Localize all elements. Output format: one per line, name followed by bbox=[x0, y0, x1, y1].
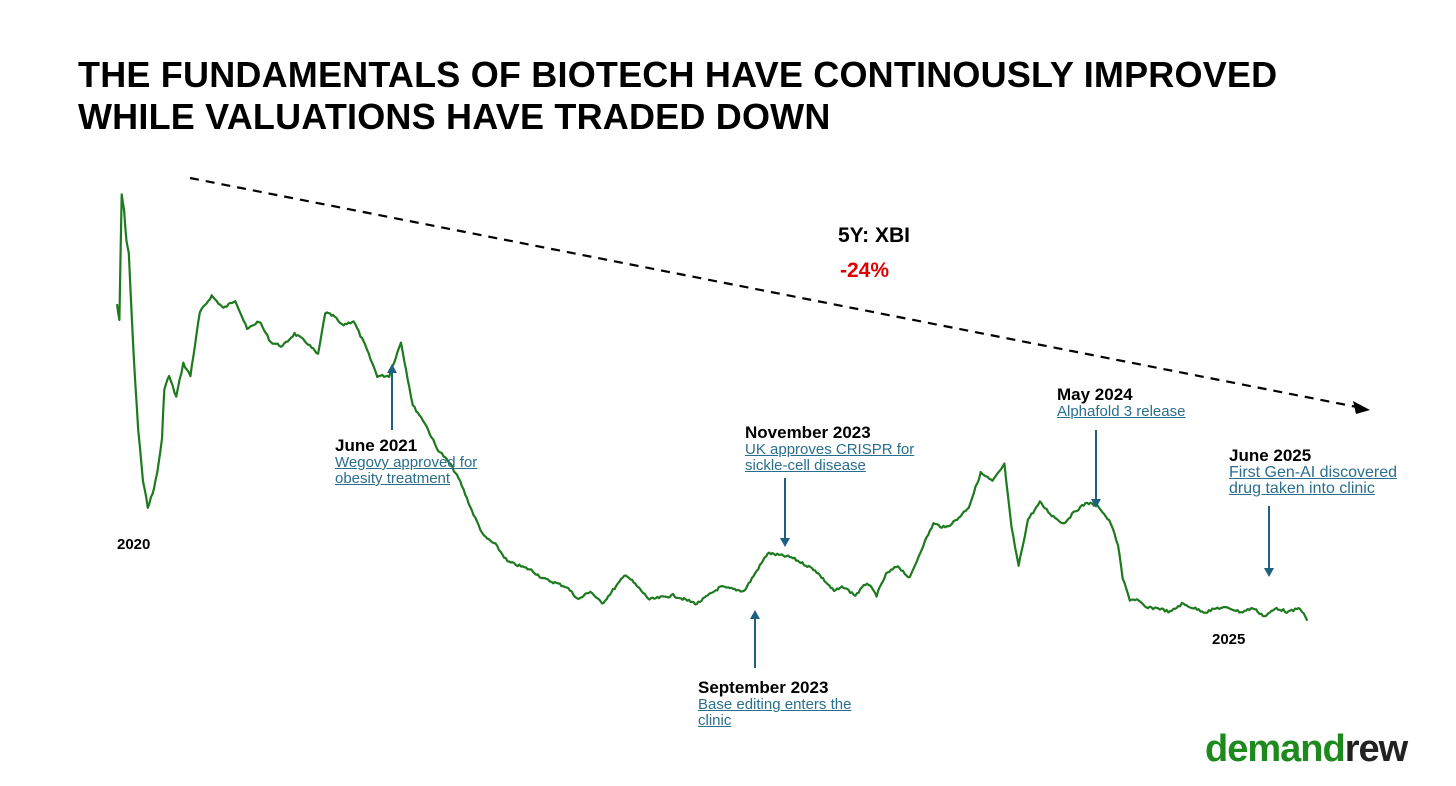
annotation-link[interactable]: Wegovy approved for bbox=[335, 454, 478, 471]
annotation-may-2024: May 2024 Alphafold 3 release bbox=[1057, 385, 1185, 420]
performance-value: -24% bbox=[840, 259, 890, 282]
xbi-series-line bbox=[115, 193, 1309, 622]
annotation-link[interactable]: UK approves CRISPR for bbox=[745, 441, 915, 458]
annotation-date: September 2023 bbox=[698, 678, 829, 697]
annotation-link[interactable]: sickle-cell disease bbox=[745, 457, 866, 474]
trend-arrowhead bbox=[1353, 401, 1370, 414]
arrow-june-2025-head bbox=[1264, 568, 1274, 577]
year-label-end: 2025 bbox=[1212, 631, 1246, 648]
annotation-link[interactable]: Alphafold 3 release bbox=[1057, 403, 1186, 420]
annotation-november-2023: November 2023 UK approves CRISPR for sic… bbox=[745, 423, 914, 474]
annotation-date: November 2023 bbox=[745, 423, 871, 442]
annotation-date: June 2021 bbox=[335, 436, 418, 455]
year-label-start: 2020 bbox=[117, 536, 151, 553]
annotation-september-2023: September 2023 Base editing enters the c… bbox=[698, 678, 851, 729]
annotation-date: June 2025 bbox=[1229, 446, 1312, 465]
logo-part-rew: rew bbox=[1344, 728, 1408, 770]
annotation-date: May 2024 bbox=[1057, 385, 1133, 404]
arrow-may-2024-head bbox=[1091, 499, 1101, 508]
annotation-june-2025: June 2025 First Gen-AI discovered drug t… bbox=[1229, 446, 1397, 497]
arrow-june-2021-head bbox=[387, 364, 397, 373]
annotation-link[interactable]: drug taken into clinic bbox=[1229, 480, 1375, 497]
page-title: THE FUNDAMENTALS OF BIOTECH HAVE CONTINO… bbox=[78, 54, 1378, 138]
trend-line bbox=[189, 176, 1358, 409]
annotation-june-2021: June 2021 Wegovy approved for obesity tr… bbox=[335, 436, 477, 487]
arrow-september-2023-head bbox=[750, 610, 760, 619]
annotation-link[interactable]: First Gen-AI discovered bbox=[1229, 464, 1398, 481]
brand-logo: demandrew bbox=[1205, 727, 1408, 771]
title-line-1: THE FUNDAMENTALS OF BIOTECH HAVE CONTINO… bbox=[78, 54, 1278, 95]
arrow-november-2023-head bbox=[780, 538, 790, 547]
title-line-2: WHILE VALUATIONS HAVE TRADED DOWN bbox=[78, 96, 831, 137]
annotation-link[interactable]: Base editing enters the bbox=[698, 696, 852, 713]
annotation-link[interactable]: obesity treatment bbox=[335, 470, 451, 487]
logo-part-demand: demand bbox=[1205, 728, 1346, 770]
performance-label: 5Y: XBI bbox=[838, 224, 910, 247]
annotation-link[interactable]: clinic bbox=[698, 712, 732, 729]
